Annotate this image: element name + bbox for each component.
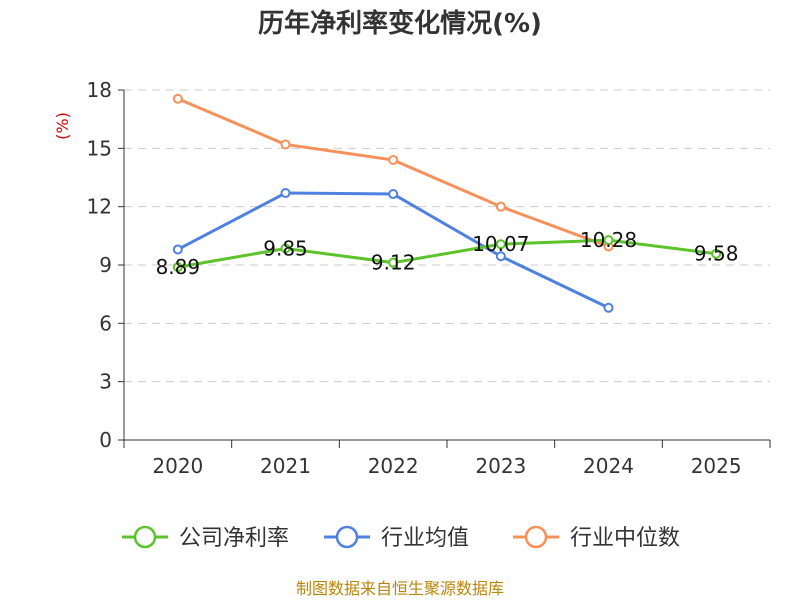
data-point[interactable]: [603, 302, 614, 313]
data-point[interactable]: [711, 248, 722, 259]
legend-label[interactable]: 行业均值: [381, 526, 469, 551]
x-tick-label: 2022: [368, 454, 419, 478]
source-note: 制图数据来自恒生聚源数据库: [296, 579, 504, 598]
data-point[interactable]: [495, 239, 506, 250]
y-tick-label: 18: [87, 78, 112, 102]
axes: 0 3 6 9 12 15 18 2020 2021 2022 2023 2024 2025: [87, 78, 771, 478]
data-point[interactable]: [172, 244, 183, 255]
data-point[interactable]: [280, 188, 291, 199]
x-tick-label: 2023: [475, 454, 526, 478]
data-point[interactable]: [388, 155, 399, 165]
series-group: [172, 93, 722, 313]
data-label: 10.07: [472, 232, 529, 256]
data-point[interactable]: [280, 139, 291, 150]
data-point[interactable]: [495, 251, 506, 262]
data-label: 8.89: [156, 255, 201, 279]
chart-title: 历年净利率变化情况(%): [258, 8, 542, 39]
data-label: 9.58: [694, 242, 739, 266]
data-point[interactable]: [172, 93, 183, 104]
data-point[interactable]: [495, 201, 506, 212]
x-tick-label: 2024: [583, 454, 634, 478]
y-tick-label: 6: [99, 311, 112, 335]
data-point[interactable]: [388, 257, 399, 268]
data-label: 10.28: [580, 228, 637, 252]
data-point[interactable]: [388, 189, 399, 200]
series-line: [177, 238, 717, 269]
data-label: 9.85: [263, 236, 308, 260]
legend-marker: [524, 525, 548, 549]
x-tick-label: 2025: [691, 454, 742, 478]
series-line: [177, 97, 610, 248]
legend-label[interactable]: 行业中位数: [570, 526, 680, 551]
data-point[interactable]: [172, 262, 183, 273]
y-tick-label: 15: [87, 136, 112, 160]
legend[interactable]: 公司净利率 行业均值 行业中位数: [122, 525, 680, 551]
legend-label[interactable]: 公司净利率: [179, 526, 289, 551]
x-tick-label: 2020: [152, 454, 203, 478]
y-tick-label: 12: [87, 195, 112, 219]
grid: [124, 89, 770, 383]
y-tick-label: 0: [99, 428, 112, 452]
legend-marker: [133, 525, 157, 549]
data-point[interactable]: [280, 243, 291, 254]
y-tick-label: 3: [99, 370, 112, 394]
legend-marker: [335, 525, 359, 549]
y-tick-label: 9: [99, 253, 112, 277]
data-labels: 8.89 9.85 9.12 10.07 10.28 9.58: [156, 228, 739, 279]
y-axis-label: (%): [53, 112, 72, 140]
data-point[interactable]: [603, 235, 614, 246]
data-label: 9.12: [371, 251, 416, 275]
x-tick-label: 2021: [260, 454, 311, 478]
